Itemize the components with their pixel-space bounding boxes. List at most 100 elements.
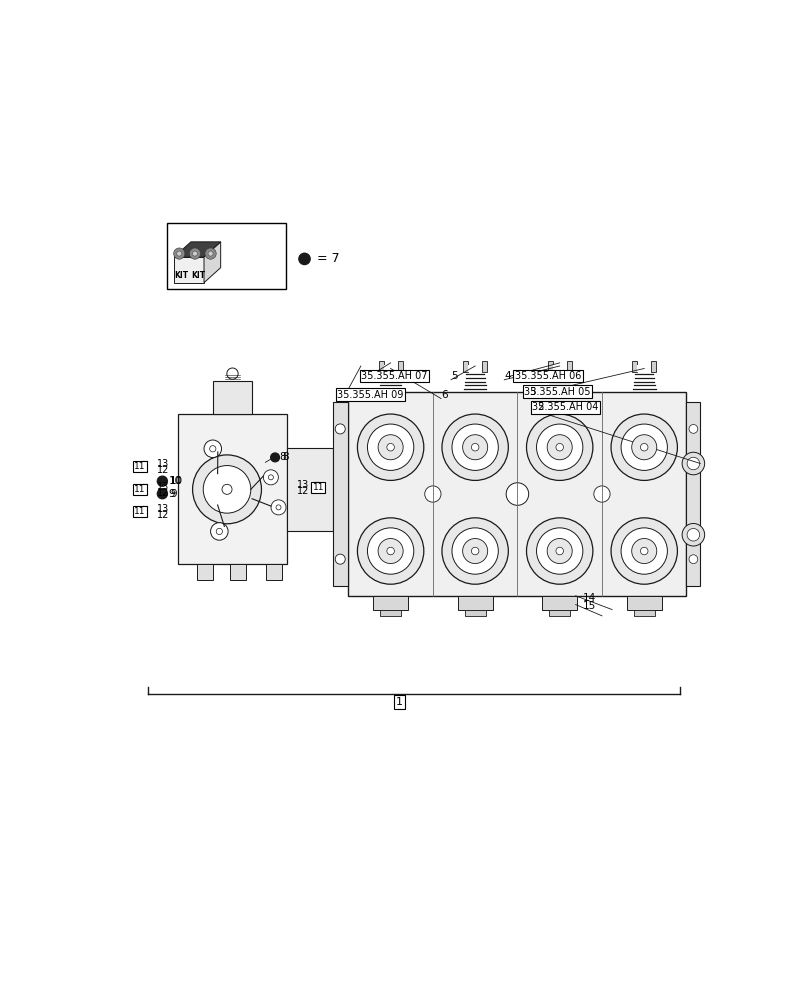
Text: 8: 8 [280, 452, 286, 462]
Text: 13: 13 [157, 482, 169, 492]
Circle shape [452, 424, 499, 470]
Circle shape [204, 440, 221, 458]
Text: 35.355.AH 06: 35.355.AH 06 [515, 371, 581, 381]
Bar [380, 610, 401, 616]
Bar [469, 365, 478, 372]
Text: 12: 12 [157, 465, 169, 475]
Circle shape [208, 251, 213, 256]
Circle shape [682, 452, 705, 475]
Text: = 7: = 7 [317, 252, 339, 265]
Circle shape [689, 555, 698, 564]
Bar [651, 361, 656, 372]
Circle shape [682, 523, 705, 546]
Circle shape [641, 443, 648, 451]
Text: 10: 10 [169, 476, 182, 486]
Text: 13: 13 [157, 504, 169, 514]
Circle shape [204, 466, 250, 513]
Circle shape [335, 554, 345, 564]
Circle shape [611, 414, 677, 480]
Circle shape [217, 528, 222, 535]
Circle shape [547, 539, 572, 564]
Text: 9: 9 [170, 489, 176, 499]
Bar [465, 610, 486, 616]
Text: KIT: KIT [191, 271, 205, 280]
Polygon shape [175, 257, 204, 283]
Circle shape [527, 518, 593, 584]
Bar [348, 392, 687, 596]
Text: 35.355.AH 09: 35.355.AH 09 [337, 390, 403, 400]
Text: 3: 3 [528, 387, 536, 397]
Text: 11: 11 [313, 483, 324, 492]
Bar [333, 402, 348, 586]
Circle shape [632, 539, 657, 564]
Bar [266, 564, 282, 580]
Bar [566, 361, 571, 372]
Text: 6: 6 [441, 390, 448, 400]
Text: 2: 2 [537, 402, 544, 412]
Bar [213, 381, 251, 414]
Text: 12: 12 [157, 488, 169, 498]
Circle shape [205, 248, 217, 259]
Bar [633, 361, 638, 372]
Circle shape [222, 484, 232, 494]
Text: 11: 11 [134, 507, 145, 516]
Bar [627, 596, 662, 610]
Circle shape [632, 435, 657, 460]
Bar [542, 596, 577, 610]
Bar [229, 564, 246, 580]
Circle shape [268, 475, 273, 480]
Circle shape [387, 547, 394, 555]
Circle shape [471, 443, 479, 451]
Circle shape [209, 446, 216, 452]
Bar [638, 365, 647, 372]
Circle shape [687, 528, 700, 541]
Circle shape [621, 424, 667, 470]
Circle shape [463, 539, 488, 564]
Text: 12: 12 [157, 510, 169, 520]
Circle shape [368, 528, 414, 574]
Text: 15: 15 [583, 601, 596, 611]
Circle shape [299, 253, 310, 265]
Bar [178, 414, 288, 564]
Text: 35.355.AH 05: 35.355.AH 05 [524, 387, 591, 397]
Circle shape [687, 457, 700, 470]
Circle shape [335, 424, 345, 434]
Bar [166, 223, 286, 289]
Circle shape [158, 489, 167, 499]
Circle shape [177, 251, 182, 256]
Circle shape [271, 453, 280, 462]
Polygon shape [175, 242, 221, 257]
Text: KIT: KIT [175, 271, 189, 280]
Circle shape [509, 486, 525, 502]
Circle shape [611, 518, 677, 584]
Text: 1: 1 [396, 697, 402, 707]
Circle shape [158, 476, 167, 486]
Text: 5: 5 [451, 371, 457, 381]
Circle shape [378, 435, 403, 460]
Circle shape [387, 443, 394, 451]
Circle shape [537, 424, 583, 470]
Polygon shape [204, 242, 221, 283]
Circle shape [368, 424, 414, 470]
Bar [633, 610, 654, 616]
Bar [373, 596, 408, 610]
Bar [398, 361, 402, 372]
Bar [379, 361, 384, 372]
Text: 9: 9 [169, 489, 175, 499]
Bar [457, 596, 493, 610]
Text: 13: 13 [157, 459, 169, 469]
Bar [549, 610, 570, 616]
Circle shape [556, 443, 563, 451]
Text: 11: 11 [134, 462, 145, 471]
Circle shape [527, 414, 593, 480]
Circle shape [192, 251, 197, 256]
Circle shape [425, 486, 441, 502]
Circle shape [276, 505, 281, 510]
Circle shape [192, 455, 262, 524]
Bar [288, 448, 334, 531]
Circle shape [463, 435, 488, 460]
Bar [553, 365, 563, 372]
Circle shape [211, 523, 228, 540]
Circle shape [378, 539, 403, 564]
Text: 35.355.AH 04: 35.355.AH 04 [532, 402, 599, 412]
